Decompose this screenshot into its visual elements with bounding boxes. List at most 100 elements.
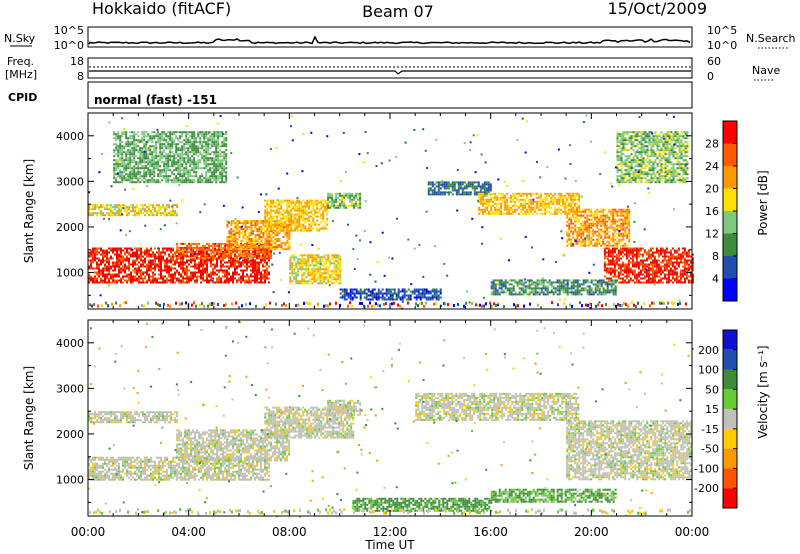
echo-cell [172, 279, 174, 282]
echo-cell [174, 214, 176, 217]
echo-cell [604, 228, 607, 231]
echo-cell [689, 281, 692, 284]
echo-cell [226, 246, 229, 249]
echo-cell [318, 209, 321, 212]
echo-cell [296, 205, 299, 208]
echo-cell [270, 217, 273, 220]
echo-cell [258, 236, 261, 239]
echo-cell [244, 238, 247, 241]
echo-cell [92, 279, 94, 282]
echo-cell [375, 296, 378, 299]
echo-cell [554, 287, 557, 290]
echo-cell [252, 242, 255, 245]
echo-cell [578, 194, 581, 197]
echo-cell [572, 232, 575, 235]
echo-cell [335, 204, 338, 207]
echo-cell [310, 211, 313, 214]
echo-cell [594, 232, 597, 235]
echo-cell [327, 268, 330, 271]
echo-cell [677, 265, 680, 268]
echo-cell [504, 206, 507, 209]
echo-cell [522, 212, 525, 215]
echo-cell [158, 253, 160, 256]
echo-cell [160, 277, 162, 280]
echo-cell [564, 210, 567, 213]
echo-cell [508, 291, 511, 294]
echo-cell [278, 203, 281, 206]
echo-cell [431, 298, 434, 301]
echo-cell [116, 275, 118, 278]
echo-cell [365, 288, 368, 291]
echo-cell [592, 220, 595, 223]
echo-cell [250, 263, 252, 266]
echo-cell [538, 196, 541, 199]
echo-cell [576, 242, 579, 245]
echo-cell [222, 263, 224, 266]
echo-cell [254, 275, 256, 278]
echo-cell [482, 198, 485, 201]
echo-cell [628, 228, 631, 231]
echo-cell [663, 265, 666, 268]
echo-cell [160, 275, 162, 278]
echo-cell [152, 273, 154, 276]
echo-cell [234, 259, 236, 262]
echo-cell [236, 222, 239, 225]
echo-cell [625, 253, 628, 256]
echo-cell [568, 212, 571, 215]
echo-cell [510, 289, 513, 292]
echo-cell [612, 232, 615, 235]
echo-cell [518, 204, 521, 207]
echo-cell [542, 202, 545, 205]
echo-cell [113, 169, 116, 172]
echo-cell [437, 191, 440, 194]
echo-cell [633, 265, 636, 268]
echo-cell [675, 255, 678, 258]
echo-cell [108, 261, 110, 264]
echo-cell [329, 270, 332, 273]
echo-cell [303, 258, 306, 261]
echo-cell [246, 226, 249, 229]
echo-cell [154, 273, 156, 276]
echo-cell [132, 251, 134, 254]
echo-cell [598, 285, 601, 288]
echo-cell [270, 225, 273, 228]
echo-cell [234, 269, 236, 272]
echo-cell [316, 201, 319, 204]
echo-cell [311, 258, 314, 261]
echo-cell [224, 271, 226, 274]
echo-cell [659, 251, 662, 254]
echo-cell [373, 288, 376, 291]
echo-cell [510, 279, 513, 282]
echo-cell [498, 210, 501, 213]
echo-cell [606, 216, 609, 219]
echo-cell [232, 279, 234, 282]
echo-cell [244, 226, 247, 229]
echo-cell [212, 248, 215, 251]
echo-cell [210, 255, 212, 258]
echo-cell [431, 193, 434, 196]
echo-cell [126, 251, 128, 254]
echo-cell [343, 206, 346, 209]
echo-cell [490, 281, 493, 284]
echo-cell [293, 260, 296, 263]
echo-cell [532, 200, 535, 203]
echo-cell [130, 281, 132, 284]
echo-cell [568, 238, 571, 241]
echo-cell [202, 256, 205, 259]
echo-cell [318, 207, 321, 210]
echo-cell [290, 217, 293, 220]
echo-cell [124, 265, 126, 268]
echo-cell [399, 298, 402, 301]
echo-cell [439, 191, 442, 194]
echo-cell [522, 192, 525, 195]
echo-cell [262, 232, 265, 235]
echo-cell [310, 209, 313, 212]
echo-cell [355, 192, 358, 195]
echo-cell [280, 199, 283, 202]
echo-cell [681, 253, 684, 256]
echo-cell [494, 198, 497, 201]
echo-cell [339, 194, 342, 197]
echo-cell [256, 220, 259, 223]
echo-cell [613, 273, 616, 276]
echo-cell [659, 271, 662, 274]
